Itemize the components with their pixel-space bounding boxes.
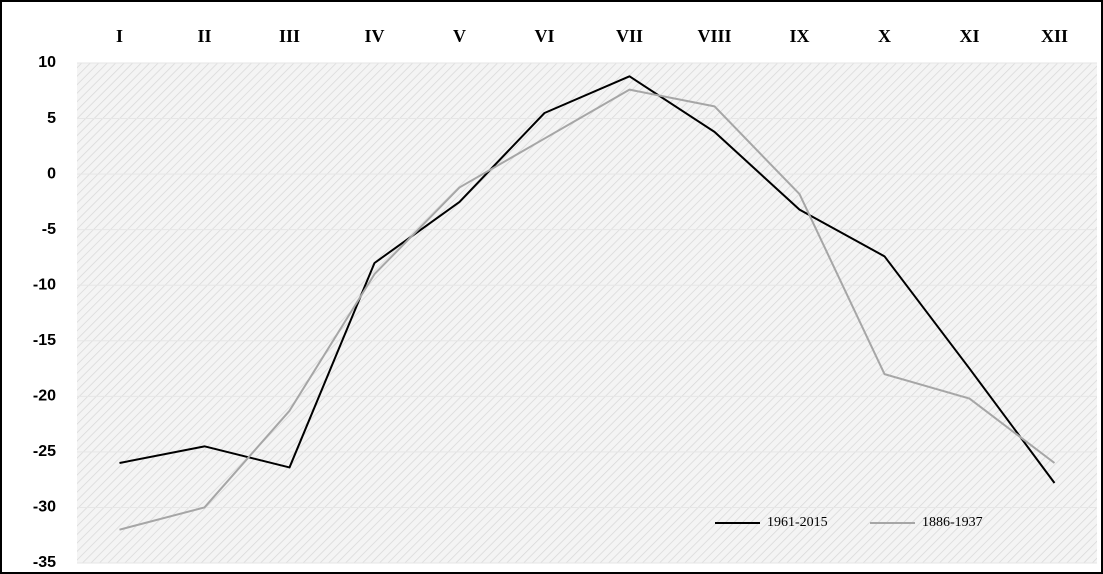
y-tick-label: -10	[33, 276, 56, 293]
y-tick-label: -35	[33, 554, 56, 571]
y-tick-label: -20	[33, 388, 56, 405]
x-tick-label: XI	[959, 26, 979, 46]
x-tick-label: VII	[616, 26, 643, 46]
x-tick-label: V	[453, 26, 466, 46]
y-tick-label: -25	[33, 443, 56, 460]
y-tick-label: -30	[33, 499, 56, 516]
x-tick-label: IV	[364, 26, 384, 46]
x-tick-label: VIII	[697, 26, 731, 46]
y-tick-label: -5	[42, 221, 56, 238]
y-tick-label: 0	[47, 165, 56, 182]
x-tick-label: III	[279, 26, 300, 46]
series-line	[119, 88, 1056, 531]
x-tick-label: X	[878, 26, 891, 46]
plot-area	[77, 63, 1097, 563]
x-tick-label: I	[116, 26, 123, 46]
x-tick-label: XII	[1041, 26, 1068, 46]
legend-label: 1886-1937	[922, 515, 983, 530]
x-tick-label: IX	[789, 26, 809, 46]
series-line	[119, 75, 1056, 484]
x-tick-label: II	[197, 26, 211, 46]
y-tick-label: 5	[47, 110, 56, 127]
y-tick-label: -15	[33, 332, 56, 349]
y-tick-label: 10	[38, 54, 56, 71]
legend-label: 1961-2015	[767, 515, 828, 530]
x-tick-label: VI	[534, 26, 554, 46]
